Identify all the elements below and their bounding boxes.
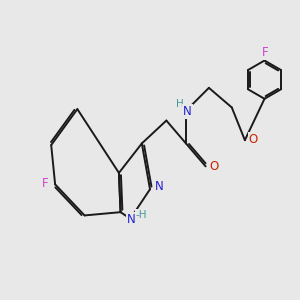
Text: F: F xyxy=(262,46,268,59)
Text: -H: -H xyxy=(136,210,147,220)
Text: F: F xyxy=(41,177,48,190)
Text: O: O xyxy=(209,160,218,173)
Text: O: O xyxy=(248,133,258,146)
Text: H: H xyxy=(176,99,184,109)
Text: N: N xyxy=(127,213,135,226)
Text: N: N xyxy=(154,180,163,194)
Text: N: N xyxy=(183,105,192,118)
